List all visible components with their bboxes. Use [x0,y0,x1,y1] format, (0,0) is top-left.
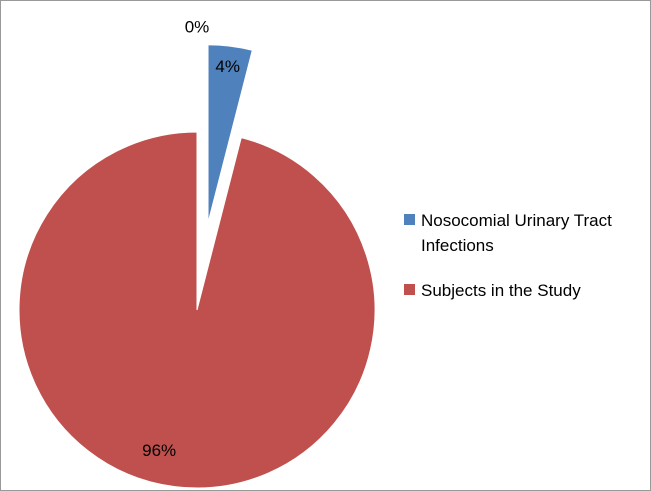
data-label: 96% [142,441,176,460]
pie-slice [207,44,253,223]
legend-label: Nosocomial Urinary Tract Infections [421,211,612,255]
data-label: 0% [185,17,210,36]
legend-item: Subjects in the Study [404,278,649,303]
legend-label: Subjects in the Study [421,281,581,300]
legend: Nosocomial Urinary Tract Infections Subje… [404,208,649,323]
data-label: 4% [215,57,240,76]
legend-swatch [404,214,415,225]
legend-item: Nosocomial Urinary Tract Infections [404,208,649,258]
pie-slice [18,131,376,489]
legend-swatch [404,284,415,295]
